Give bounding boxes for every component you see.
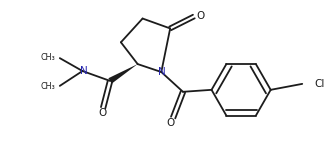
Text: O: O	[166, 118, 174, 127]
Text: O: O	[98, 108, 106, 118]
Text: CH₃: CH₃	[40, 53, 55, 62]
Polygon shape	[109, 64, 138, 84]
Text: Cl: Cl	[314, 79, 324, 89]
Text: N: N	[79, 66, 87, 76]
Text: O: O	[197, 11, 205, 21]
Text: CH₃: CH₃	[40, 82, 55, 91]
Text: N: N	[158, 67, 166, 77]
